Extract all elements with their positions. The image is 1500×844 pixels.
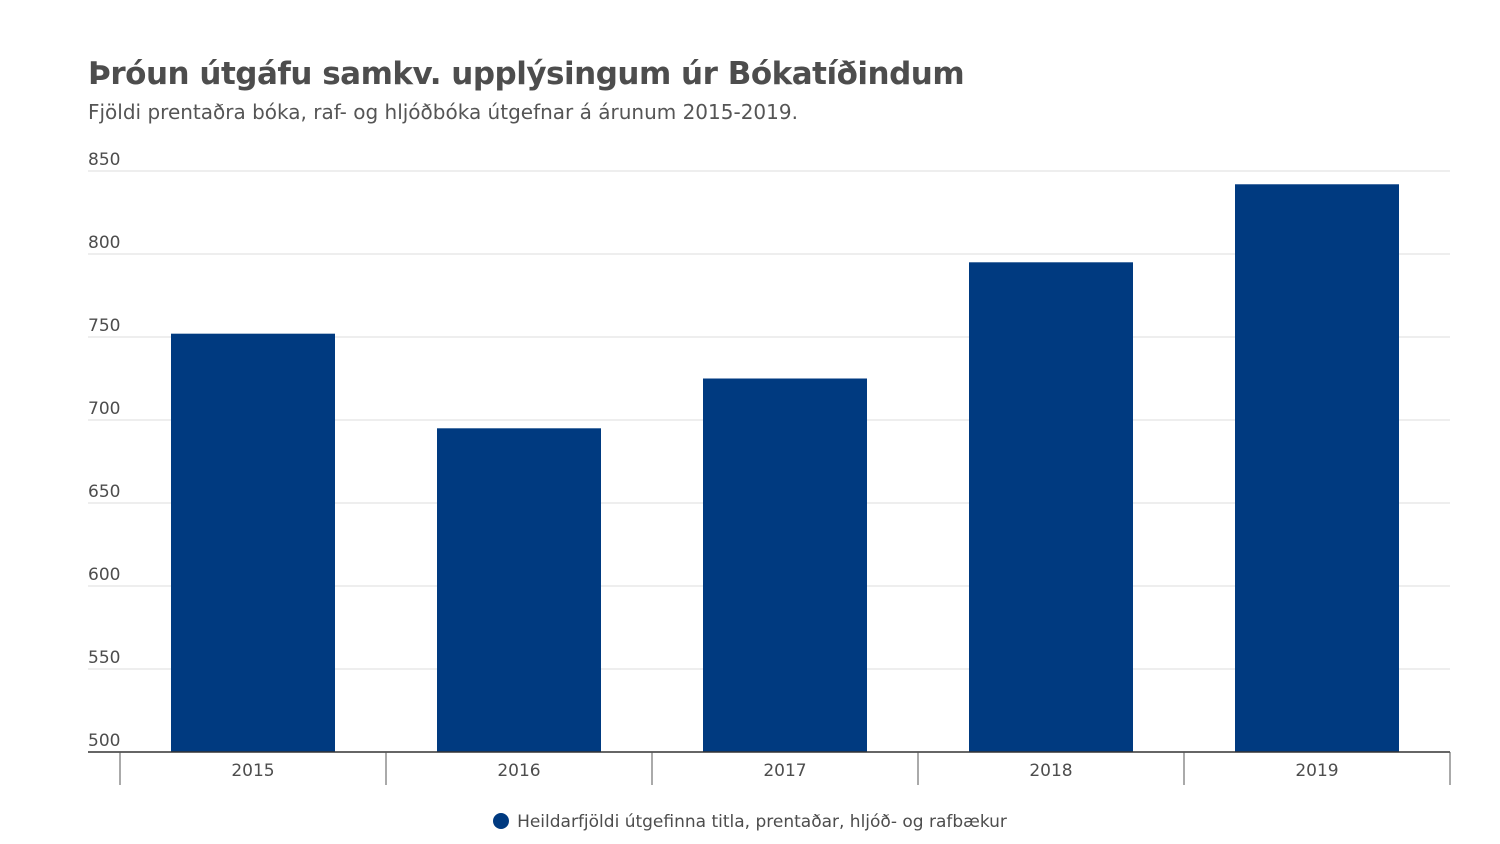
y-tick-label: 600 <box>88 565 120 585</box>
x-tick-label: 2018 <box>1029 761 1072 781</box>
bar-2019 <box>1235 184 1399 752</box>
x-tick-label: 2015 <box>231 761 274 781</box>
bar-2018 <box>969 262 1133 752</box>
bars <box>171 184 1399 752</box>
legend-label: Heildarfjöldi útgefinna titla, prentaðar… <box>517 812 1007 832</box>
y-tick-label: 800 <box>88 233 120 253</box>
x-axis <box>88 751 1451 785</box>
y-tick-label: 700 <box>88 399 120 419</box>
y-tick-label: 850 <box>88 150 120 170</box>
bar-2017 <box>703 378 867 752</box>
y-axis-ticks: 500 550 600 650 700 750 800 850 <box>88 150 120 751</box>
x-tick-label: 2019 <box>1295 761 1338 781</box>
x-tick-label: 2017 <box>763 761 806 781</box>
legend-marker <box>493 813 510 829</box>
y-tick-label: 750 <box>88 316 120 336</box>
x-axis-ticks: 2015 2016 2017 2018 2019 <box>231 761 1338 781</box>
y-tick-label: 500 <box>88 731 120 751</box>
legend: Heildarfjöldi útgefinna titla, prentaðar… <box>0 812 1500 832</box>
bar-2015 <box>171 333 335 752</box>
x-tick-label: 2016 <box>497 761 540 781</box>
y-tick-label: 550 <box>88 648 120 668</box>
chart-title: Þróun útgáfu samkv. upplýsingum úr Bókat… <box>88 56 965 92</box>
chart-subtitle: Fjöldi prentaðra bóka, raf- og hljóðbóka… <box>88 100 798 124</box>
bar-2016 <box>437 428 601 752</box>
y-tick-label: 650 <box>88 482 120 502</box>
